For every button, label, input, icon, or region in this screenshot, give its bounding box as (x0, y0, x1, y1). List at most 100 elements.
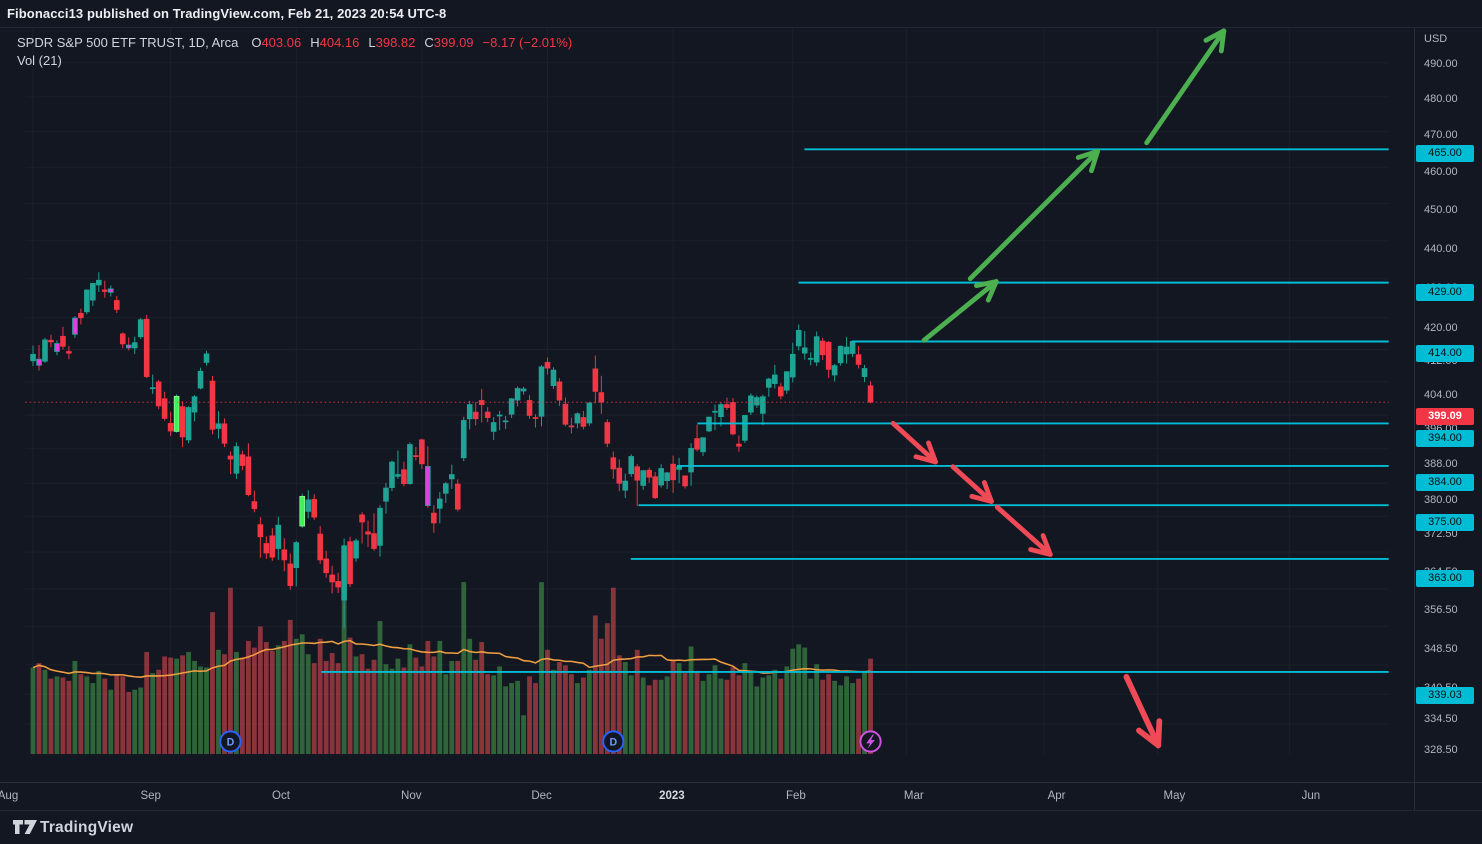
tradingview-logo-icon[interactable] (13, 820, 37, 838)
volume-bar (210, 612, 215, 755)
volume-bar (790, 648, 796, 755)
candle-body (568, 425, 575, 428)
volume-bar (132, 689, 138, 755)
candle-body (60, 335, 66, 347)
candle-body (36, 358, 42, 366)
candle-body (694, 438, 700, 450)
down-arrow-drawing[interactable] (950, 464, 994, 504)
down-arrow-drawing[interactable] (1123, 674, 1163, 749)
volume-bar (251, 647, 257, 755)
up-arrow-drawing[interactable] (967, 149, 1100, 282)
candle-body (401, 469, 407, 485)
volume-bar (42, 669, 48, 755)
candle-body (562, 403, 569, 425)
volume-bar (574, 683, 580, 755)
volume-bar (114, 674, 120, 755)
candle-body (353, 540, 359, 559)
candle-body (855, 354, 862, 365)
level-price-label: 384.00 (1416, 473, 1474, 491)
volume-bar (862, 671, 867, 755)
candle-body (712, 410, 718, 413)
time-axis-label: Apr (1047, 790, 1066, 802)
volume-bar (395, 658, 401, 755)
candle-body (867, 385, 874, 403)
candle-body (754, 397, 760, 406)
volume-bar (347, 637, 353, 755)
volume-bar (269, 650, 275, 755)
time-axis-label: Feb (786, 790, 806, 802)
candle-body (90, 283, 96, 301)
candle-body (670, 463, 676, 481)
candle-body (849, 341, 856, 354)
candle-body (263, 543, 270, 554)
volume-bar (30, 667, 36, 755)
up-arrow-drawing[interactable] (1144, 28, 1227, 146)
time-axis-label: Aug (0, 790, 19, 802)
volume-bar (150, 673, 156, 755)
candle-body (496, 414, 503, 417)
volume-bar (772, 669, 778, 755)
volume-bar (844, 676, 850, 755)
up-arrow-drawing[interactable] (921, 279, 999, 343)
volume-bar (359, 654, 365, 755)
candle-body (191, 396, 198, 413)
volume-bar (437, 640, 443, 755)
svg-text:D: D (227, 736, 235, 748)
candle-body (742, 415, 748, 441)
publish-info-bar: Fibonacci13 published on TradingView.com… (0, 0, 1482, 28)
price-axis[interactable]: USD 490.00 480.00 470.00 460.00 450.00 440.00… (1414, 28, 1482, 782)
volume-bar (54, 676, 60, 755)
price-tick-label: 420.00 (1424, 322, 1458, 335)
candle-body (813, 336, 820, 363)
volume-bar (156, 669, 162, 755)
brand-bar: TradingView (0, 810, 1482, 844)
volume-bar (192, 660, 197, 755)
volume-bar (814, 664, 820, 755)
volume-bar (868, 658, 873, 755)
volume-bar (66, 680, 72, 755)
candle-body (508, 398, 515, 415)
volume-bar (383, 664, 389, 755)
volume-bar (275, 645, 281, 755)
dividend-marker[interactable]: D (219, 730, 242, 753)
volume-bar (365, 668, 371, 755)
volume-bar (820, 679, 826, 755)
volume-bar (491, 675, 497, 755)
level-price-label: 465.00 (1416, 145, 1474, 163)
volume-bar (311, 663, 317, 755)
candle-body (287, 563, 294, 586)
candle-body (843, 346, 850, 355)
down-arrow-drawing[interactable] (994, 504, 1053, 557)
candle-body (610, 457, 617, 470)
candle-body (544, 362, 551, 369)
level-price-label: 414.00 (1416, 344, 1474, 362)
candle-body (646, 469, 652, 478)
candle-body (676, 466, 682, 470)
down-arrow-drawing[interactable] (890, 420, 938, 465)
candle-body (443, 483, 449, 494)
volume-bar (706, 674, 712, 755)
candle-body (335, 581, 341, 588)
volume-bar (563, 665, 568, 755)
candle-body (389, 461, 395, 488)
candle-body (107, 288, 114, 293)
candle-body (688, 447, 694, 473)
candle-body (580, 417, 587, 427)
volume-bar (652, 679, 658, 755)
time-axis[interactable]: Aug Sep Oct Nov Dec 2023 Feb Mar Apr May Jun (0, 782, 1414, 810)
level-price-label: 363.00 (1416, 570, 1474, 588)
volume-bar (610, 587, 616, 755)
volume-bar (234, 652, 239, 755)
brand-name[interactable]: TradingView (40, 819, 134, 836)
candle-body (137, 319, 144, 338)
candle-body (66, 351, 72, 354)
dividend-marker[interactable]: D (602, 730, 625, 753)
event-bolt-marker[interactable] (859, 730, 882, 753)
volume-bar (802, 647, 808, 755)
last-price-label: 399.09 (1416, 407, 1474, 425)
volume-bar (281, 640, 287, 755)
candle-body (173, 395, 180, 432)
volume-bar (293, 638, 299, 755)
